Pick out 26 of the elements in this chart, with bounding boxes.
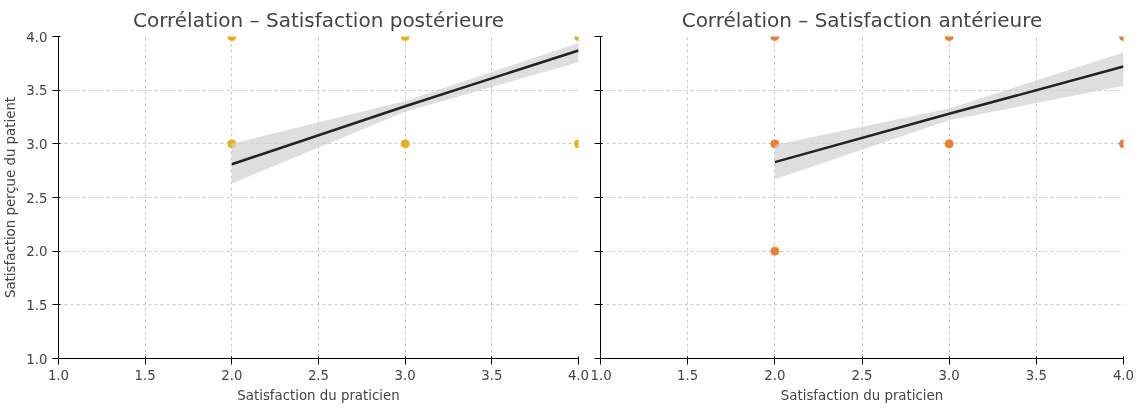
x-tick-label: 3.5 bbox=[481, 367, 503, 383]
chart-title: Corrélation – Satisfaction postérieure bbox=[132, 7, 505, 32]
x-tick-label: 2.5 bbox=[307, 367, 330, 383]
x-tick-label: 2.5 bbox=[851, 367, 873, 383]
x-tick-label: 1.5 bbox=[677, 367, 699, 383]
x-tick-label: 1.0 bbox=[590, 367, 612, 383]
x-tick-label: 3.0 bbox=[394, 367, 416, 383]
x-tick-label: 4.0 bbox=[1112, 367, 1135, 383]
y-tick-label: 1.0 bbox=[26, 351, 48, 367]
y-axis-title: Satisfaction perçue du patient bbox=[3, 96, 19, 299]
y-tick-label: 3.5 bbox=[26, 83, 48, 99]
x-tick-label: 2.0 bbox=[764, 367, 786, 383]
y-tick-label: 1.5 bbox=[26, 297, 48, 313]
x-tick-label: 1.0 bbox=[47, 367, 70, 383]
x-tick-label: 3.0 bbox=[938, 367, 960, 383]
y-tick-label: 2.0 bbox=[26, 244, 48, 260]
x-tick-label: 4.0 bbox=[567, 367, 590, 383]
x-tick-label: 2.0 bbox=[221, 367, 243, 383]
y-tick-label: 2.5 bbox=[26, 190, 48, 206]
y-tick-label: 3.0 bbox=[26, 136, 48, 152]
chart-title: Corrélation – Satisfaction antérieure bbox=[681, 7, 1043, 32]
x-tick-label: 3.5 bbox=[1025, 367, 1047, 383]
x-axis-title: Satisfaction du praticien bbox=[237, 387, 400, 403]
x-axis-title: Satisfaction du praticien bbox=[780, 387, 944, 403]
x-tick-label: 1.5 bbox=[134, 367, 156, 383]
y-tick-label: 4.0 bbox=[26, 29, 48, 45]
